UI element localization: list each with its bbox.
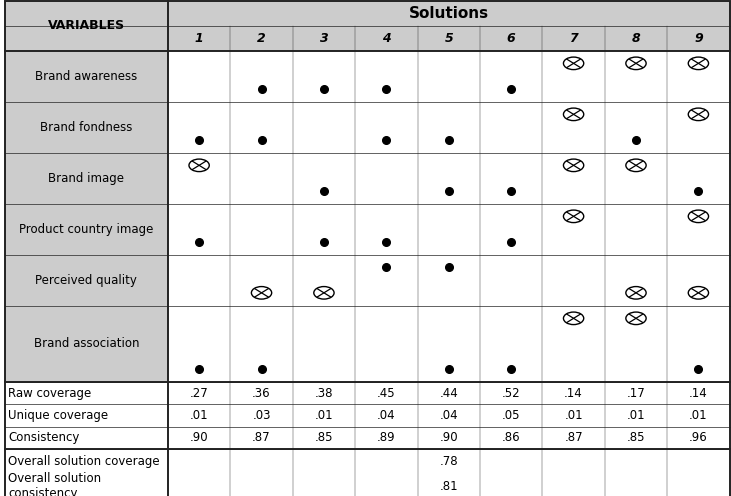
Bar (5, 449, 730, 496)
Bar (168, 1, 730, 26)
Circle shape (251, 287, 272, 299)
Text: Overall solution coverage: Overall solution coverage (9, 455, 160, 468)
Text: Brand image: Brand image (48, 172, 124, 185)
Text: Brand fondness: Brand fondness (40, 121, 132, 133)
Text: .90: .90 (439, 432, 458, 444)
Text: .87: .87 (252, 432, 271, 444)
Text: 7: 7 (569, 32, 578, 45)
Bar (5, 1, 168, 51)
Text: .01: .01 (626, 409, 645, 422)
Circle shape (564, 108, 584, 121)
Text: .87: .87 (564, 432, 583, 444)
Circle shape (314, 287, 334, 299)
Bar (5, 382, 730, 449)
Text: .85: .85 (626, 432, 645, 444)
Text: .14: .14 (689, 387, 708, 400)
Text: .27: .27 (190, 387, 208, 400)
Text: Product country image: Product country image (19, 223, 154, 236)
Text: Perceived quality: Perceived quality (35, 274, 137, 287)
Bar (5, 51, 168, 382)
Text: VARIABLES: VARIABLES (48, 19, 125, 33)
Text: 3: 3 (319, 32, 328, 45)
Text: .17: .17 (626, 387, 645, 400)
Circle shape (689, 210, 708, 223)
Circle shape (626, 312, 646, 324)
Text: Unique coverage: Unique coverage (9, 409, 109, 422)
Text: Consistency: Consistency (9, 432, 80, 444)
Bar (168, 26, 730, 51)
Text: 6: 6 (507, 32, 515, 45)
Text: 9: 9 (694, 32, 702, 45)
Text: .96: .96 (689, 432, 708, 444)
Text: Overall solution
consistency: Overall solution consistency (9, 472, 102, 496)
Circle shape (626, 287, 646, 299)
Text: .04: .04 (377, 409, 395, 422)
Circle shape (626, 159, 646, 172)
Text: 4: 4 (382, 32, 391, 45)
Text: .52: .52 (502, 387, 520, 400)
Text: Brand awareness: Brand awareness (35, 69, 137, 83)
Text: .03: .03 (252, 409, 270, 422)
Text: .45: .45 (377, 387, 395, 400)
Text: .14: .14 (564, 387, 583, 400)
Text: .78: .78 (439, 455, 458, 468)
Bar (168, 51, 730, 382)
Circle shape (564, 159, 584, 172)
Text: .01: .01 (190, 409, 208, 422)
Circle shape (689, 287, 708, 299)
Text: .04: .04 (439, 409, 458, 422)
Text: .86: .86 (502, 432, 520, 444)
Circle shape (689, 108, 708, 121)
Text: .89: .89 (377, 432, 395, 444)
Text: .01: .01 (689, 409, 708, 422)
Text: .81: .81 (439, 480, 458, 493)
Circle shape (189, 159, 209, 172)
Circle shape (626, 57, 646, 69)
Text: Solutions: Solutions (409, 6, 489, 21)
Text: .01: .01 (314, 409, 333, 422)
Circle shape (564, 312, 584, 324)
Text: 8: 8 (632, 32, 640, 45)
Text: .05: .05 (502, 409, 520, 422)
Text: .36: .36 (252, 387, 271, 400)
Text: Raw coverage: Raw coverage (9, 387, 91, 400)
Text: .01: .01 (564, 409, 583, 422)
Text: 2: 2 (257, 32, 266, 45)
Circle shape (689, 57, 708, 69)
Text: 1: 1 (194, 32, 203, 45)
Text: 5: 5 (444, 32, 453, 45)
Text: .38: .38 (314, 387, 333, 400)
Circle shape (564, 210, 584, 223)
Circle shape (564, 57, 584, 69)
Text: .90: .90 (190, 432, 208, 444)
Text: Brand association: Brand association (34, 337, 139, 350)
Text: .44: .44 (439, 387, 458, 400)
Text: .85: .85 (314, 432, 333, 444)
